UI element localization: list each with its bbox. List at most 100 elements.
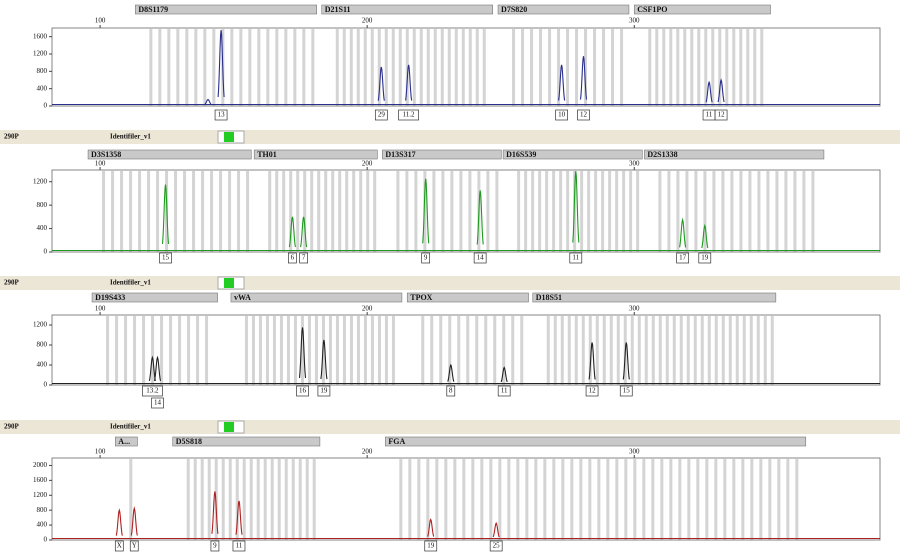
peak: [422, 178, 430, 244]
peak: [161, 184, 170, 244]
allele-bin: [366, 171, 370, 252]
allele-bin: [615, 171, 619, 252]
marker-bar: [91, 292, 218, 303]
allele-bin: [419, 29, 423, 106]
allele-label-box: [424, 540, 438, 552]
allele-bin: [567, 316, 571, 385]
allele-bin: [338, 171, 342, 252]
allele-label-box: [232, 540, 246, 552]
allele-bin: [795, 459, 799, 540]
allele-label: 6: [291, 254, 295, 262]
allele-bin: [384, 29, 388, 106]
y-tick-label: 0: [44, 102, 48, 110]
allele-bin: [203, 29, 207, 106]
allele-label: 11.2: [403, 111, 415, 119]
y-tick-label: 1600: [33, 32, 48, 40]
allele-bin: [667, 171, 671, 252]
allele-bin: [552, 171, 556, 252]
y-tick-label: 800: [37, 341, 48, 349]
allele-label-box: [497, 385, 511, 397]
marker-name: D3S1358: [91, 150, 121, 159]
allele-label-box: [398, 109, 419, 121]
allele-bin: [520, 316, 524, 385]
allele-label-box: [446, 385, 456, 397]
allele-bin: [516, 459, 520, 540]
allele-bin: [391, 316, 395, 385]
y-tick-label: 400: [37, 521, 48, 529]
marker-name: TH01: [257, 150, 277, 159]
allele-label: 19: [427, 542, 435, 550]
allele-bin: [156, 171, 160, 252]
allele-bin: [244, 316, 248, 385]
allele-bin: [575, 29, 579, 106]
allele-bin: [606, 459, 610, 540]
sample-name: 290P: [4, 423, 20, 431]
allele-label-box: [569, 252, 583, 264]
allele-bin: [581, 316, 585, 385]
allele-bin: [102, 171, 106, 252]
marker-bar: [644, 149, 825, 160]
allele-bin: [756, 316, 760, 385]
allele-bin: [370, 29, 374, 106]
allele-bin: [237, 171, 241, 252]
allele-bin: [212, 29, 216, 106]
allele-label-box: [142, 385, 163, 397]
allele-label: 12: [718, 111, 726, 119]
allele-bin: [265, 316, 269, 385]
allele-bin: [593, 29, 597, 106]
allele-bin: [296, 171, 300, 252]
allele-label: 7: [302, 254, 306, 262]
allele-bin: [258, 316, 262, 385]
y-tick-label: 0: [44, 381, 48, 389]
allele-bin: [391, 29, 395, 106]
allele-bin: [300, 316, 304, 385]
allele-bin: [530, 29, 534, 106]
allele-bin: [502, 316, 506, 385]
allele-bin: [249, 459, 253, 540]
allele-bin: [739, 29, 743, 106]
marker-bar: [633, 4, 771, 15]
allele-bin: [759, 459, 763, 540]
allele-bin: [275, 29, 279, 106]
allele-bin: [248, 29, 252, 106]
x-tick-label: 300: [629, 305, 640, 313]
allele-bin: [690, 29, 694, 106]
allele-bin: [335, 29, 339, 106]
allele-label-box: [714, 109, 728, 121]
allele-bin: [270, 459, 274, 540]
allele-bin: [521, 29, 525, 106]
marker-bar: [385, 436, 807, 447]
x-tick-label: 100: [95, 448, 106, 456]
status-indicator: [224, 422, 234, 432]
marker-bar: [321, 4, 494, 15]
allele-bin: [811, 171, 815, 252]
allele-bin: [602, 316, 606, 385]
allele-bin: [302, 29, 306, 106]
allele-bin: [311, 29, 315, 106]
allele-bin: [601, 171, 605, 252]
allele-bin: [266, 29, 270, 106]
allele-label-box: [374, 109, 388, 121]
allele-bin: [566, 29, 570, 106]
allele-bin: [412, 29, 416, 106]
allele-bin: [637, 316, 641, 385]
allele-bin: [560, 316, 564, 385]
y-tick-label: 0: [44, 248, 48, 256]
peak: [211, 491, 219, 534]
marker-name: D21S11: [325, 5, 351, 14]
allele-bin: [763, 316, 767, 385]
allele-bin: [345, 171, 349, 252]
allele-bin: [642, 459, 646, 540]
peak: [217, 30, 225, 98]
allele-label: 14: [477, 254, 485, 262]
y-tick-label: 0: [44, 536, 48, 544]
marker-name: vWA: [234, 293, 251, 302]
allele-bin: [324, 171, 328, 252]
allele-bin: [525, 459, 529, 540]
allele-bin: [115, 316, 119, 385]
allele-bin: [718, 29, 722, 106]
allele-bin: [207, 459, 211, 540]
allele-bin: [651, 316, 655, 385]
allele-bin: [405, 171, 409, 252]
peak: [300, 216, 308, 248]
